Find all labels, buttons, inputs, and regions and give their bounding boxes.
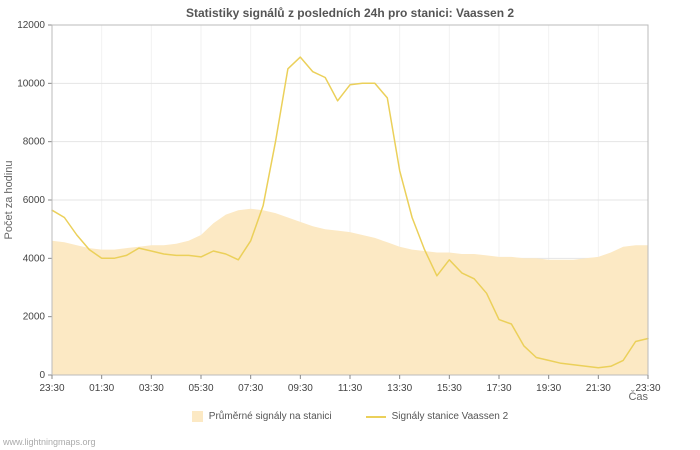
legend-item-station: Signály stanice Vaassen 2 xyxy=(365,411,509,422)
line-swatch-icon xyxy=(365,415,386,418)
svg-text:19:30: 19:30 xyxy=(536,383,561,394)
svg-text:6000: 6000 xyxy=(23,195,46,206)
legend-item-average: Průměrné signály na stanici xyxy=(191,411,332,422)
legend-label-average: Průměrné signály na stanici xyxy=(208,411,332,422)
x-axis-label: Čas xyxy=(628,391,648,403)
svg-text:21:30: 21:30 xyxy=(586,383,611,394)
svg-text:01:30: 01:30 xyxy=(89,383,114,394)
svg-text:8000: 8000 xyxy=(23,137,46,148)
svg-text:07:30: 07:30 xyxy=(238,383,263,394)
svg-text:13:30: 13:30 xyxy=(387,383,412,394)
svg-text:17:30: 17:30 xyxy=(486,383,511,394)
site-watermark: www.lightningmaps.org xyxy=(3,437,96,447)
svg-text:11:30: 11:30 xyxy=(338,383,363,394)
svg-text:05:30: 05:30 xyxy=(188,383,213,394)
svg-text:4000: 4000 xyxy=(23,253,46,264)
svg-text:15:30: 15:30 xyxy=(437,383,462,394)
legend-label-station: Signály stanice Vaassen 2 xyxy=(391,411,509,422)
svg-text:23:30: 23:30 xyxy=(635,383,660,394)
svg-text:10000: 10000 xyxy=(17,78,45,89)
svg-text:03:30: 03:30 xyxy=(139,383,164,394)
chart-title: Statistiky signálů z posledních 24h pro … xyxy=(185,6,515,20)
svg-text:23:30: 23:30 xyxy=(39,383,64,394)
svg-text:2000: 2000 xyxy=(23,312,46,323)
svg-text:09:30: 09:30 xyxy=(288,383,313,394)
area-swatch-icon xyxy=(191,411,203,422)
svg-text:0: 0 xyxy=(39,370,45,381)
svg-text:12000: 12000 xyxy=(17,20,45,31)
legend: Průměrné signály na stanici Signály stan… xyxy=(0,411,700,422)
